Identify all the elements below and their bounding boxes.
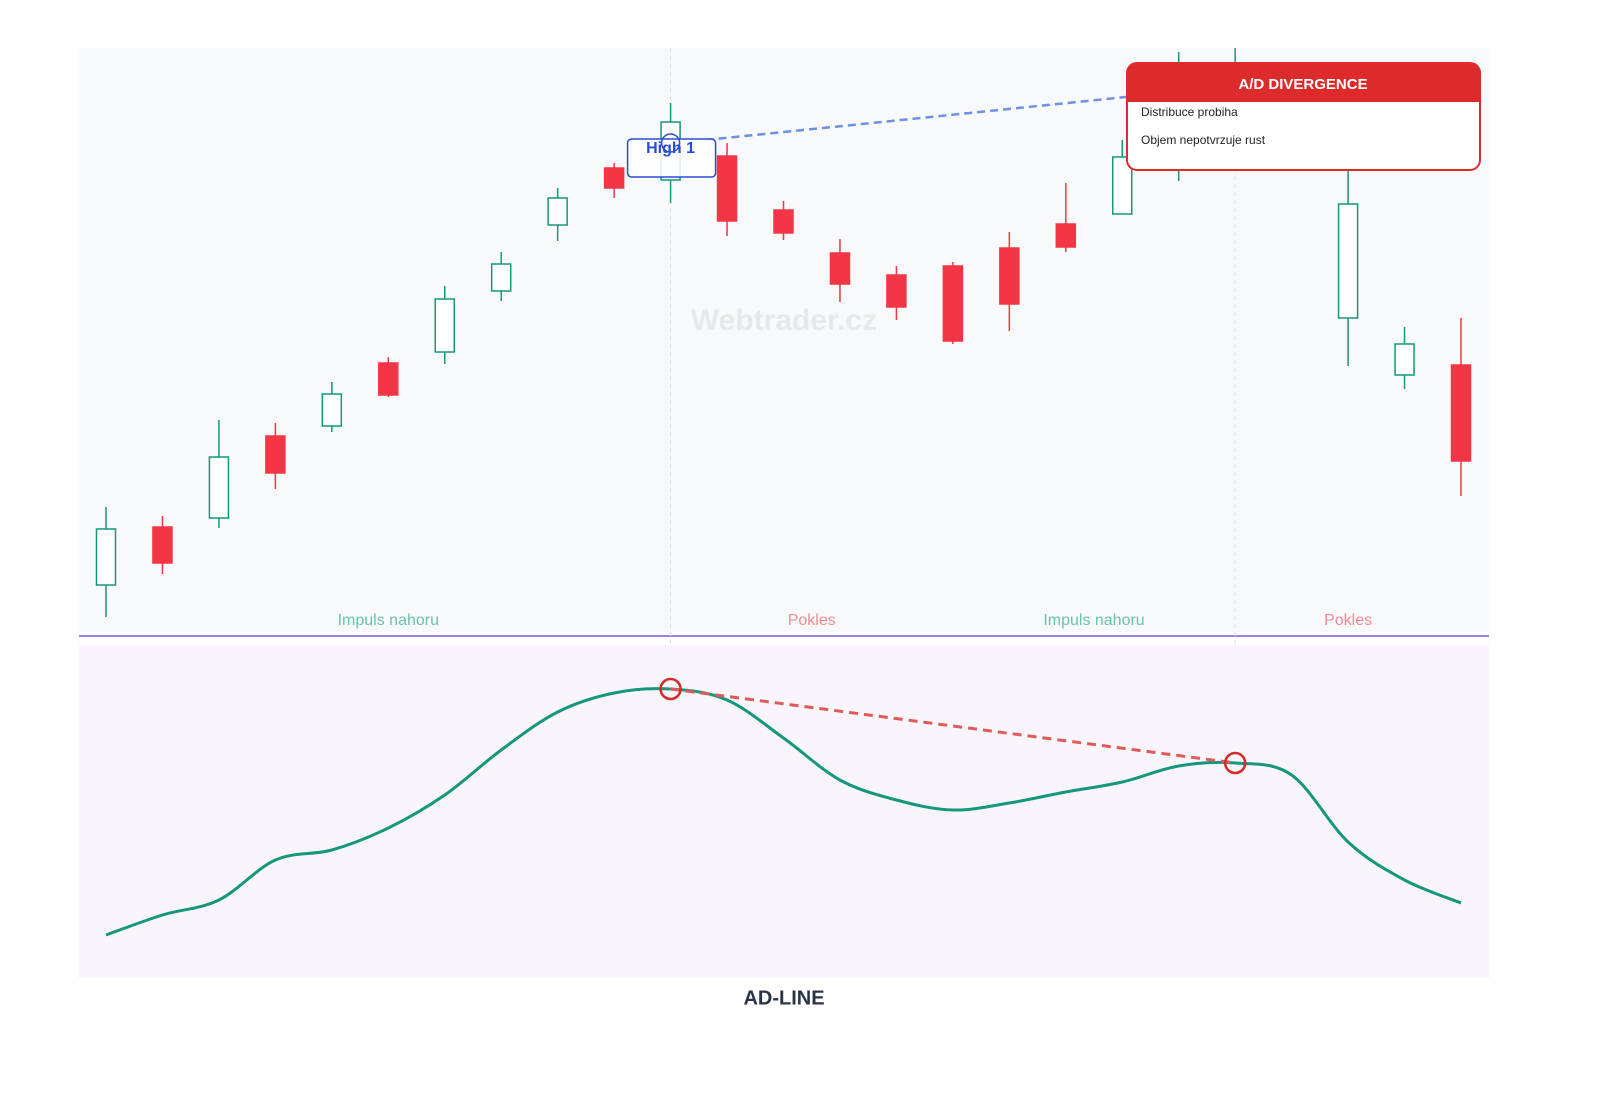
watermark: Webtrader.cz	[691, 304, 877, 337]
candle-body	[490, 263, 512, 292]
segment-label: Impuls nahoru	[1043, 612, 1144, 629]
candle-body	[773, 209, 794, 234]
callout-line: Distribuce probiha	[1141, 105, 1238, 119]
candle-body	[265, 435, 286, 474]
candle-body	[95, 528, 117, 586]
candle-body	[434, 298, 455, 353]
ad-pane	[79, 645, 1489, 978]
callout-header	[1127, 63, 1480, 102]
candle-body	[942, 265, 964, 342]
candle-body	[886, 274, 907, 308]
divergence-line	[670, 687, 1236, 765]
candle-body	[1055, 223, 1077, 248]
candle-body	[321, 393, 343, 427]
candle-body	[1394, 343, 1415, 376]
divergence-point	[659, 677, 682, 701]
candle-body	[208, 456, 230, 519]
callout-title: A/D DIVERGENCE	[1238, 76, 1367, 93]
high-label-box	[626, 138, 717, 178]
candle-body	[716, 155, 738, 222]
high-label: High 1	[646, 140, 695, 157]
candle-body	[1337, 203, 1359, 319]
segment-label: Pokles	[1324, 612, 1372, 629]
segment-label: Impuls nahoru	[338, 612, 439, 629]
candle-body	[1450, 364, 1472, 462]
ad-line	[105, 687, 1462, 937]
candle-body	[999, 247, 1020, 305]
segment-label: Pokles	[788, 612, 836, 629]
callout-line: Objem nepotvrzuje rust	[1141, 133, 1266, 147]
candle-body	[829, 252, 851, 285]
candle-body	[378, 362, 399, 396]
candle-body	[547, 197, 568, 226]
pane-title: AD-LINE	[743, 987, 824, 1009]
high-link	[705, 95, 1127, 142]
high-circle	[660, 133, 681, 153]
candle-body	[1112, 156, 1133, 215]
divergence-point	[1223, 751, 1247, 775]
candle-body	[603, 167, 625, 189]
candle-body	[152, 526, 173, 564]
